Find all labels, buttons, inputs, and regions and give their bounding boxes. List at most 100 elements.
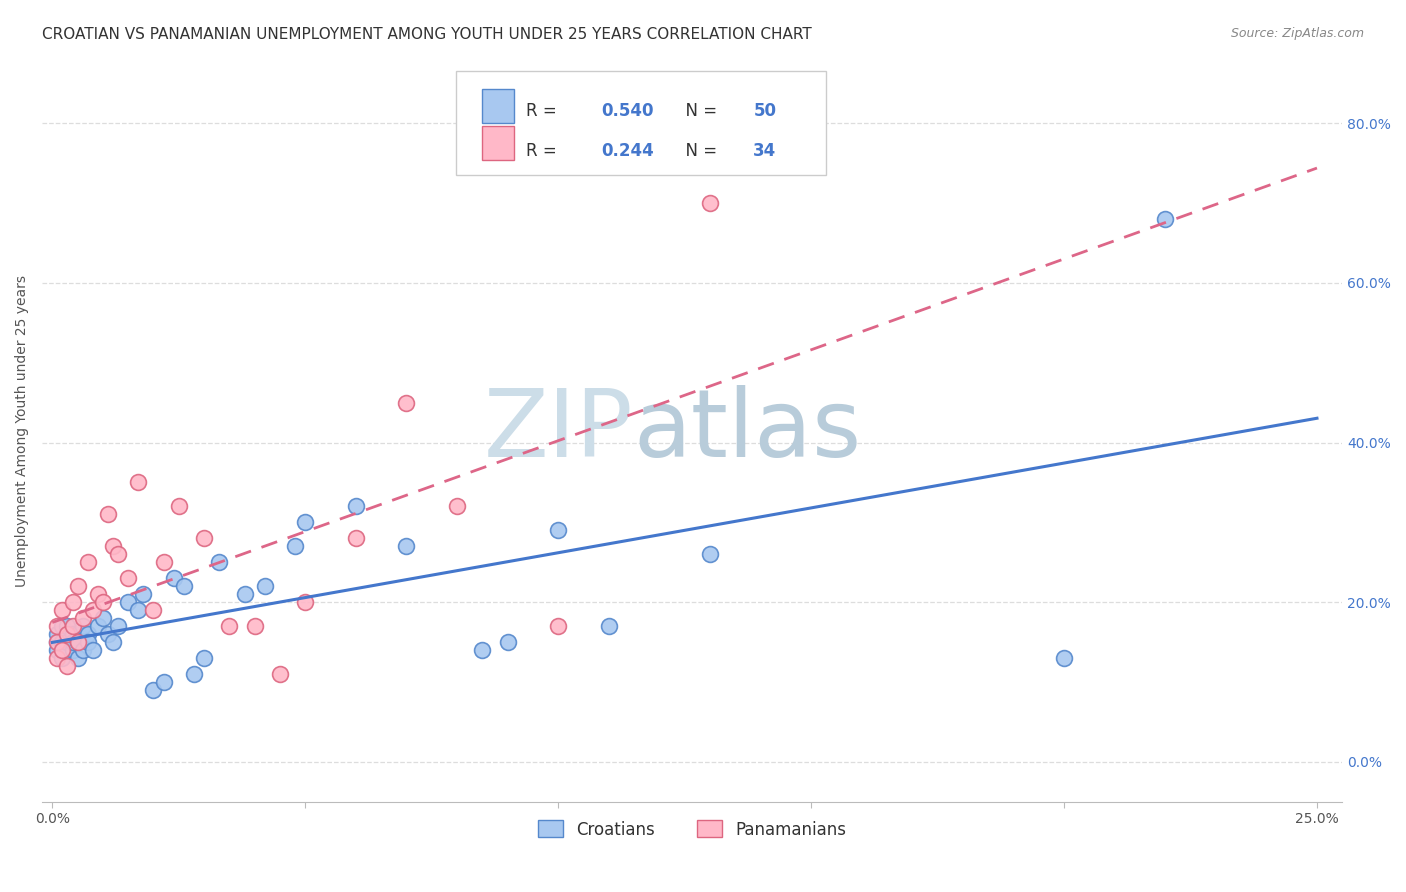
Text: CROATIAN VS PANAMANIAN UNEMPLOYMENT AMONG YOUTH UNDER 25 YEARS CORRELATION CHART: CROATIAN VS PANAMANIAN UNEMPLOYMENT AMON… <box>42 27 811 42</box>
Point <box>76 627 98 641</box>
Point <box>56 619 79 633</box>
Text: N =: N = <box>675 102 723 120</box>
Point <box>91 611 114 625</box>
Point <box>97 627 120 641</box>
Point <box>699 196 721 211</box>
Point <box>167 500 190 514</box>
Point <box>152 555 174 569</box>
FancyBboxPatch shape <box>482 89 515 123</box>
Text: ZIP: ZIP <box>484 384 634 476</box>
Text: R =: R = <box>526 142 562 160</box>
Point <box>82 603 104 617</box>
Text: 50: 50 <box>754 102 776 120</box>
Point <box>56 627 79 641</box>
Point <box>294 516 316 530</box>
Point <box>62 627 84 641</box>
Point <box>132 587 155 601</box>
Point <box>269 667 291 681</box>
Point <box>46 635 69 649</box>
Point <box>117 595 139 609</box>
Point <box>46 643 69 657</box>
Point <box>66 579 89 593</box>
Point <box>233 587 256 601</box>
Point <box>72 611 94 625</box>
Point <box>51 603 73 617</box>
Point <box>46 619 69 633</box>
Point <box>547 524 569 538</box>
Point <box>91 595 114 609</box>
FancyBboxPatch shape <box>482 127 515 160</box>
Point <box>72 643 94 657</box>
Point <box>1053 651 1076 665</box>
Text: R =: R = <box>526 102 562 120</box>
Point <box>284 539 307 553</box>
Point <box>218 619 240 633</box>
Point <box>97 508 120 522</box>
Point <box>193 651 215 665</box>
Point <box>344 531 367 545</box>
Point <box>127 603 149 617</box>
Point <box>56 635 79 649</box>
Point <box>1154 212 1177 227</box>
Point <box>117 571 139 585</box>
Point <box>101 539 124 553</box>
Point <box>471 643 494 657</box>
Point <box>193 531 215 545</box>
Point <box>395 539 418 553</box>
Point <box>547 619 569 633</box>
Point <box>51 635 73 649</box>
Point <box>66 627 89 641</box>
Point <box>243 619 266 633</box>
Point <box>62 643 84 657</box>
Point <box>51 635 73 649</box>
Point <box>142 603 165 617</box>
Point <box>208 555 231 569</box>
Point <box>152 674 174 689</box>
Text: 0.244: 0.244 <box>602 142 654 160</box>
Point <box>496 635 519 649</box>
Point <box>87 619 110 633</box>
Point <box>51 619 73 633</box>
FancyBboxPatch shape <box>456 70 827 175</box>
Point <box>46 635 69 649</box>
Point <box>46 627 69 641</box>
Point <box>127 475 149 490</box>
Point <box>87 587 110 601</box>
Point <box>62 595 84 609</box>
Point <box>253 579 276 593</box>
Point <box>51 651 73 665</box>
Point <box>699 547 721 561</box>
Text: atlas: atlas <box>634 384 862 476</box>
Point <box>66 635 89 649</box>
Legend: Croatians, Panamanians: Croatians, Panamanians <box>531 814 853 846</box>
Point <box>183 667 205 681</box>
Text: N =: N = <box>675 142 723 160</box>
Text: 34: 34 <box>754 142 776 160</box>
Point <box>56 627 79 641</box>
Text: 0.540: 0.540 <box>602 102 654 120</box>
Point <box>294 595 316 609</box>
Point <box>598 619 620 633</box>
Text: Source: ZipAtlas.com: Source: ZipAtlas.com <box>1230 27 1364 40</box>
Point <box>66 635 89 649</box>
Point <box>62 635 84 649</box>
Point <box>76 635 98 649</box>
Point <box>62 619 84 633</box>
Point <box>107 619 129 633</box>
Point <box>173 579 195 593</box>
Point <box>107 547 129 561</box>
Point <box>66 651 89 665</box>
Point <box>142 682 165 697</box>
Point <box>395 395 418 409</box>
Point <box>82 643 104 657</box>
Point <box>344 500 367 514</box>
Point <box>56 659 79 673</box>
Point <box>76 555 98 569</box>
Point <box>46 651 69 665</box>
Point <box>56 643 79 657</box>
Point <box>51 643 73 657</box>
Point <box>446 500 468 514</box>
Point <box>163 571 186 585</box>
Point <box>101 635 124 649</box>
Y-axis label: Unemployment Among Youth under 25 years: Unemployment Among Youth under 25 years <box>15 275 30 587</box>
